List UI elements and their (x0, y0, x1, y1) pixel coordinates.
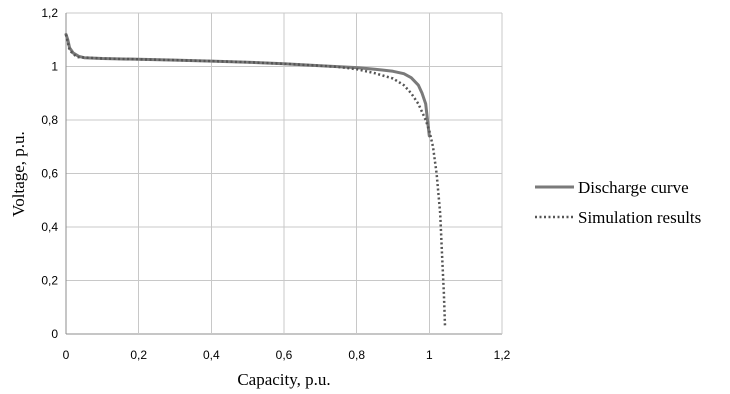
series-line-simulation-results (64, 34, 447, 327)
x-tick-label: 1 (426, 348, 433, 362)
x-tick-label: 0,4 (203, 348, 220, 362)
y-tick-label: 0,4 (41, 220, 58, 234)
legend: Discharge curve Simulation results (535, 178, 701, 227)
x-tick-label: 1,2 (494, 348, 511, 362)
y-tick-labels: 0 0,2 0,4 0,6 0,8 1 1,2 (41, 6, 58, 341)
x-tick-label: 0,8 (348, 348, 365, 362)
grid (65, 12, 503, 335)
series-line-discharge-curve (64, 32, 431, 138)
x-axis-title: Capacity, p.u. (237, 370, 330, 389)
x-tick-label: 0 (63, 348, 70, 362)
x-tick-labels: 0 0,2 0,4 0,6 0,8 1 1,2 (63, 348, 511, 362)
y-tick-label: 0,2 (41, 274, 58, 288)
legend-label-discharge-curve: Discharge curve (578, 178, 689, 197)
legend-label-simulation-results: Simulation results (578, 208, 701, 227)
y-tick-label: 0 (51, 327, 58, 341)
y-tick-label: 1,2 (41, 6, 58, 20)
x-tick-label: 0,2 (130, 348, 147, 362)
y-axis-title: Voltage, p.u. (9, 131, 28, 217)
y-tick-label: 0,8 (41, 113, 58, 127)
series-lines (64, 32, 447, 327)
y-tick-label: 0,6 (41, 167, 58, 181)
x-tick-label: 0,6 (276, 348, 293, 362)
y-tick-label: 1 (51, 60, 58, 74)
